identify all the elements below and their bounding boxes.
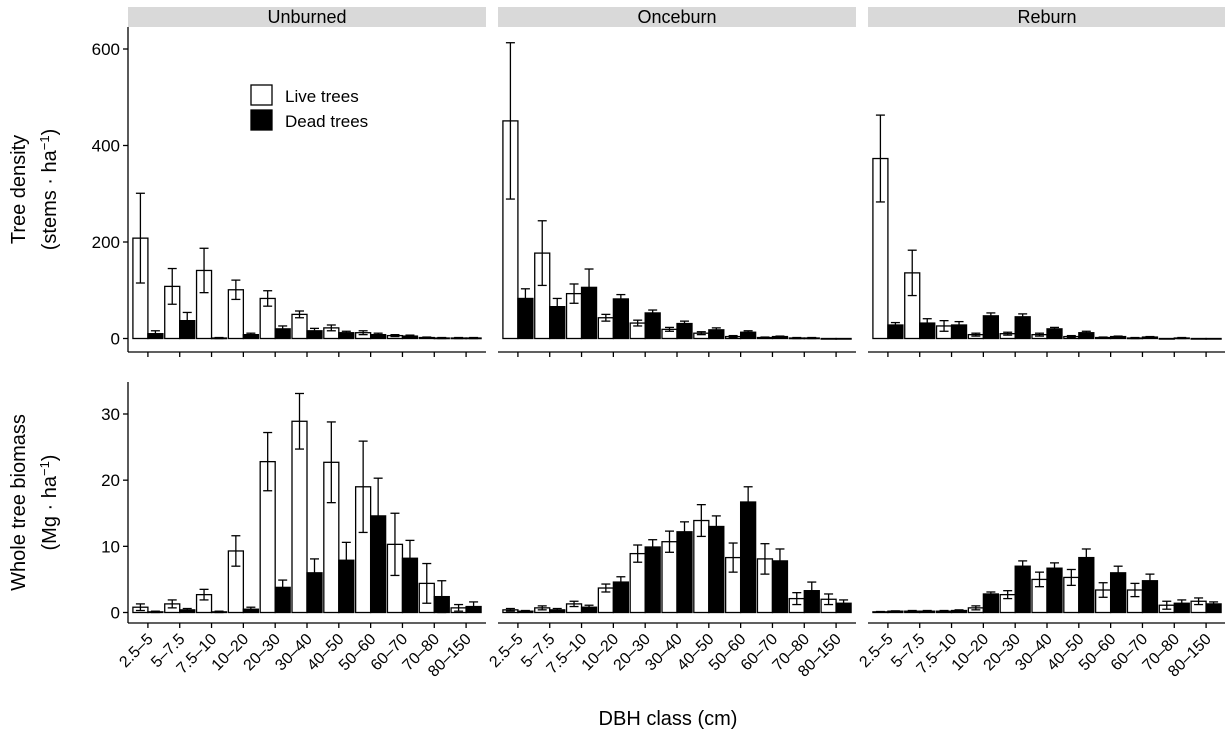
panel-biomass-onceburn: [498, 486, 856, 628]
strip-reburn: Reburn: [868, 7, 1225, 27]
bar-live: [1190, 337, 1207, 340]
bar-dead: [708, 525, 725, 614]
bar-dead: [612, 298, 630, 340]
legend-label-live: Live trees: [285, 87, 359, 106]
panel-density-onceburn: [498, 42, 856, 357]
panel-density-reburn: [868, 114, 1225, 357]
y-tick-label: 0: [111, 604, 120, 623]
y-axis-title-line2: (Mg · ha−1): [37, 455, 61, 551]
panel-density-unburned: [128, 192, 486, 357]
bar-live: [1158, 337, 1175, 340]
strip-label: Unburned: [267, 7, 346, 27]
legend: Live trees Dead trees: [250, 84, 368, 131]
bar-dead: [1205, 337, 1222, 340]
bar-dead: [739, 501, 757, 614]
strip-label: Onceburn: [637, 7, 716, 27]
y-tick-label: 400: [92, 137, 120, 156]
y-axis-title-line1: Whole tree biomass: [8, 414, 30, 591]
panel-biomass-reburn: [868, 548, 1225, 628]
y-axes: 0 200 400 600 Tree density (stems · ha−1) 0 10 2…: [8, 27, 129, 623]
bar-dead: [644, 546, 661, 614]
x-tick-labels: 2.5–55–7.57.5–1010–2020–3030–4040–5050–6…: [116, 631, 1215, 681]
strip-background: [868, 7, 1225, 27]
bar-dead: [835, 337, 852, 340]
x-tick-label: 2.5–5: [856, 631, 896, 671]
y-axis-title-line1: Tree density: [8, 135, 30, 244]
bar-dead: [644, 312, 661, 340]
y-tick-label: 10: [101, 537, 120, 556]
y-tick-label: 0: [111, 330, 120, 349]
y-tick-label: 200: [92, 233, 120, 252]
strip-unburned: Unburned: [128, 7, 486, 27]
y-tick-label: 30: [101, 405, 120, 424]
strip-onceburn: Onceburn: [498, 7, 856, 27]
legend-swatch-live: [250, 84, 273, 106]
bar-live: [291, 420, 308, 614]
y-axis-density: 0 200 400 600 Tree density (stems · ha−1): [8, 27, 129, 352]
panel-biomass-unburned: [128, 392, 486, 628]
bar-dead: [1046, 567, 1063, 614]
strip-label: Reburn: [1017, 7, 1076, 27]
strip-background: [498, 7, 856, 27]
y-axis-biomass: 0 10 20 30 Whole tree biomass (Mg · ha−1): [8, 382, 129, 623]
bar-dead: [1014, 565, 1031, 614]
bar-dead: [676, 531, 693, 614]
facet-strips: Unburned Onceburn Reburn: [128, 7, 1225, 27]
x-tick-label: 2.5–5: [486, 631, 526, 671]
y-axis-title-line2: (stems · ha−1): [37, 129, 61, 251]
bar-live: [820, 337, 837, 340]
y-tick-label: 600: [92, 40, 120, 59]
legend-swatch-dead: [250, 109, 273, 131]
x-tick-label: 2.5–5: [116, 631, 156, 671]
legend-label-dead: Dead trees: [285, 112, 368, 131]
strip-background: [128, 7, 486, 27]
bar-dead: [982, 593, 1000, 614]
y-tick-label: 20: [101, 471, 120, 490]
facet-panels: [128, 42, 1225, 628]
x-axis-title: DBH class (cm): [599, 708, 738, 730]
